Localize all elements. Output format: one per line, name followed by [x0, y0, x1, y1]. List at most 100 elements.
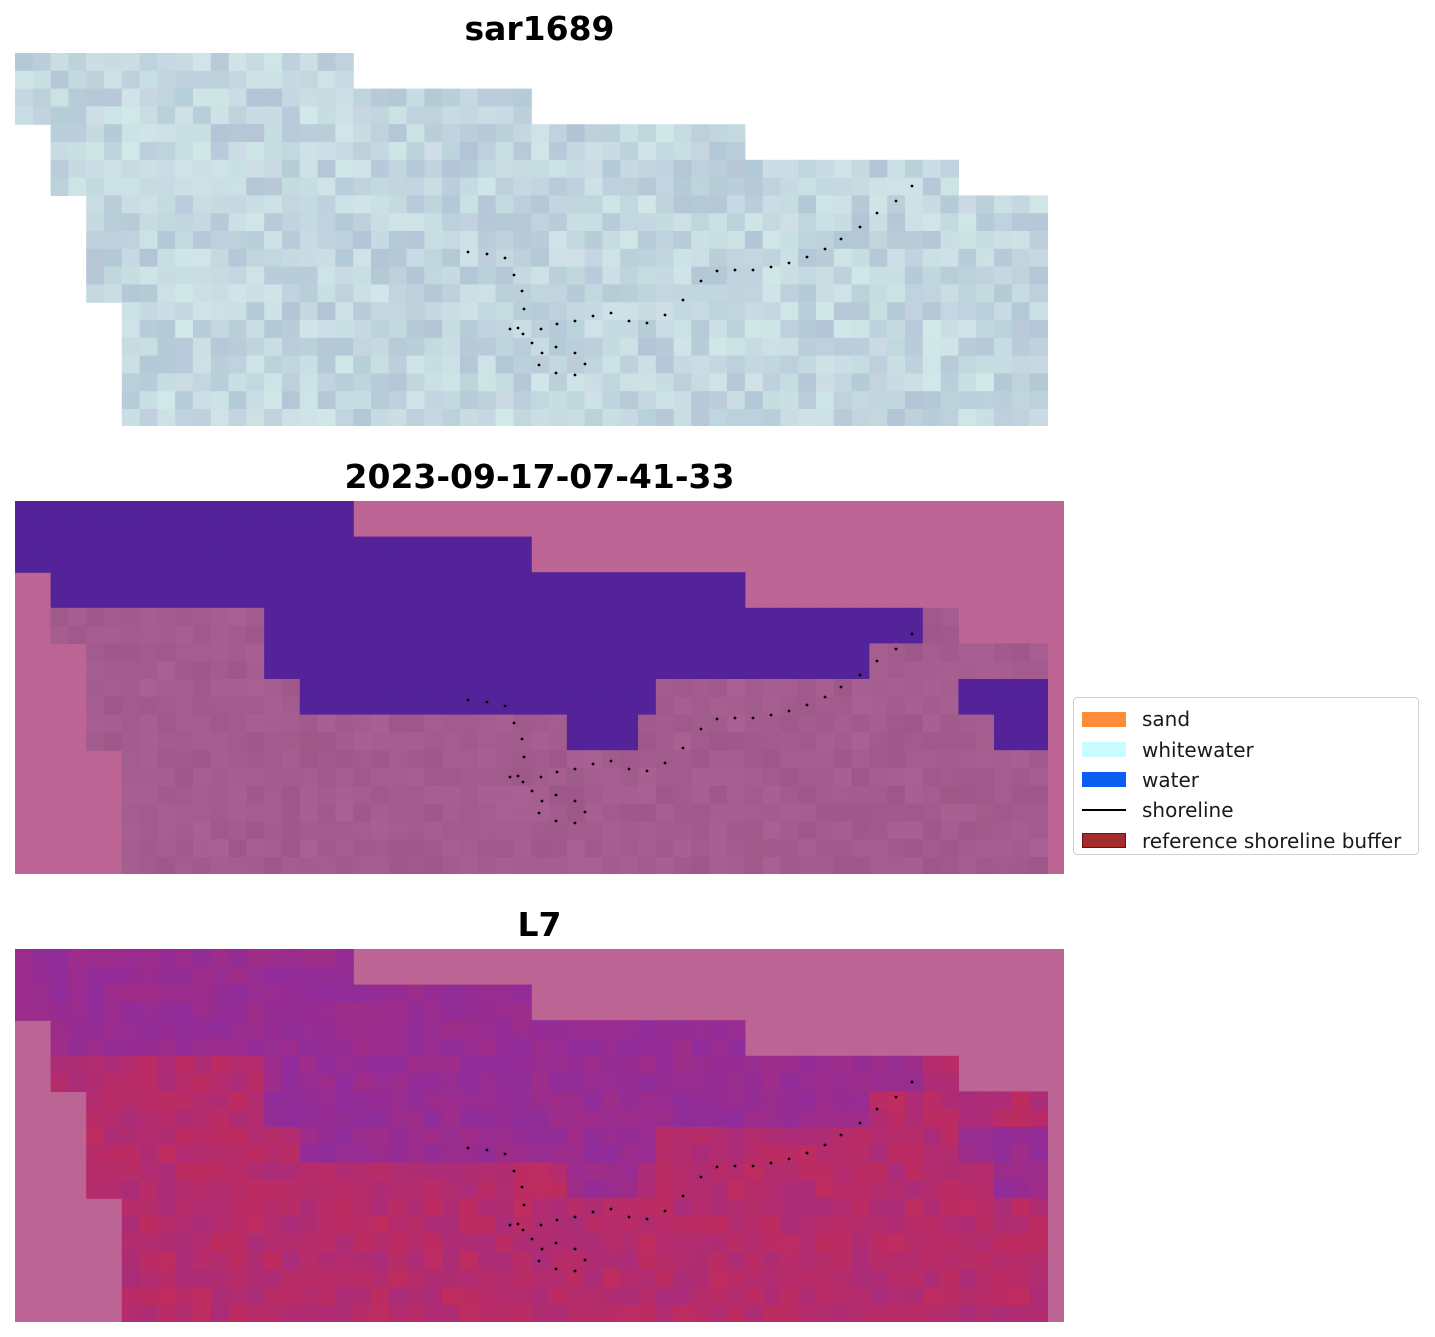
raster-pixel — [68, 501, 87, 520]
raster-pixel — [816, 821, 835, 840]
raster-pixel — [549, 320, 568, 339]
raster-pixel — [887, 607, 906, 627]
raster-pixel — [620, 284, 639, 303]
raster-pixel — [477, 1162, 497, 1181]
raster-pixel — [513, 803, 532, 822]
raster-pixel — [406, 1020, 425, 1039]
raster-pixel — [86, 1055, 105, 1075]
raster-pixel — [940, 1109, 959, 1128]
raster-pixel — [1011, 337, 1031, 357]
shoreline-point — [823, 695, 827, 699]
raster-pixel — [121, 320, 141, 339]
raster-pixel — [157, 1038, 176, 1057]
raster-pixel — [638, 714, 657, 733]
raster-pixel — [976, 266, 995, 285]
raster-pixel — [798, 643, 817, 662]
raster-pixel — [193, 1198, 212, 1217]
raster-pixel — [780, 337, 799, 357]
raster-pixel — [513, 266, 532, 285]
raster-pixel — [566, 159, 586, 179]
raster-pixel — [388, 1091, 408, 1110]
raster-pixel — [86, 607, 105, 627]
raster-pixel — [1029, 643, 1048, 662]
raster-pixel — [335, 391, 354, 410]
raster-pixel — [922, 1251, 942, 1270]
raster-pixel — [495, 88, 514, 107]
raster-pixel — [620, 1198, 639, 1217]
raster-pixel — [228, 302, 247, 321]
raster-pixel — [851, 857, 870, 874]
raster-pixel — [940, 1216, 959, 1235]
raster-pixel — [940, 714, 959, 733]
raster-pixel — [744, 409, 764, 426]
raster-pixel — [299, 213, 319, 232]
raster-pixel — [1029, 1109, 1048, 1128]
raster-pixel — [157, 984, 176, 1003]
raster-pixel — [299, 70, 319, 90]
raster-pixel — [869, 785, 888, 805]
raster-pixel — [104, 266, 123, 285]
raster-pixel — [139, 661, 158, 680]
raster-pixel — [887, 1144, 906, 1164]
raster-pixel — [709, 1251, 728, 1270]
raster-pixel — [353, 1020, 372, 1039]
raster-pixel — [406, 320, 425, 339]
raster-pixel — [549, 1038, 568, 1057]
raster-pixel — [673, 1287, 692, 1306]
raster-pixel — [104, 1127, 123, 1146]
raster-pixel — [940, 839, 959, 858]
raster-pixel — [477, 1287, 497, 1306]
raster-pixel — [798, 355, 817, 374]
raster-pixel — [549, 607, 568, 627]
raster-pixel — [602, 355, 621, 374]
raster-pixel — [477, 391, 497, 410]
raster-pixel — [246, 1287, 265, 1306]
raster-pixel — [869, 159, 888, 179]
raster-pixel — [442, 177, 461, 196]
raster-pixel — [816, 391, 835, 410]
raster-pixel — [228, 696, 247, 716]
raster-pixel — [549, 768, 568, 787]
raster-pixel — [157, 409, 176, 426]
sand-swatch — [1082, 711, 1126, 727]
raster-pixel — [709, 590, 728, 609]
raster-pixel — [566, 195, 586, 214]
raster-pixel — [210, 1038, 230, 1057]
raster-pixel — [531, 266, 550, 285]
raster-pixel — [175, 625, 194, 644]
raster-pixel — [673, 1216, 692, 1235]
raster-pixel — [780, 391, 799, 410]
raster-pixel — [673, 1055, 692, 1075]
raster-pixel — [299, 266, 319, 285]
raster-pixel — [620, 839, 639, 858]
raster-pixel — [762, 1180, 781, 1199]
raster-pixel — [477, 785, 497, 805]
raster-pixel — [460, 195, 479, 214]
raster-pixel — [299, 679, 319, 698]
raster-pixel — [709, 768, 728, 787]
raster-pixel — [68, 88, 87, 107]
raster-pixel — [958, 1162, 977, 1181]
raster-pixel — [353, 1198, 372, 1217]
raster-pixel — [584, 1055, 603, 1075]
raster-pixel — [833, 1287, 853, 1306]
shoreline-point — [839, 685, 843, 689]
raster-pixel — [994, 1198, 1013, 1217]
raster-pixel — [620, 679, 639, 698]
raster-pixel — [477, 625, 497, 644]
raster-pixel — [175, 373, 194, 392]
raster-pixel — [584, 213, 603, 232]
raster-pixel — [958, 355, 977, 374]
raster-pixel — [424, 1198, 443, 1217]
raster-pixel — [353, 337, 372, 357]
raster-pixel — [620, 590, 639, 609]
raster-pixel — [460, 572, 479, 591]
raster-pixel — [371, 696, 390, 716]
raster-pixel — [1029, 1233, 1048, 1253]
raster-pixel — [210, 231, 230, 250]
raster-pixel — [299, 1144, 319, 1164]
raster-pixel — [940, 1144, 959, 1164]
raster-pixel — [175, 177, 194, 196]
raster-pixel — [673, 572, 692, 591]
raster-pixel — [976, 1109, 995, 1128]
